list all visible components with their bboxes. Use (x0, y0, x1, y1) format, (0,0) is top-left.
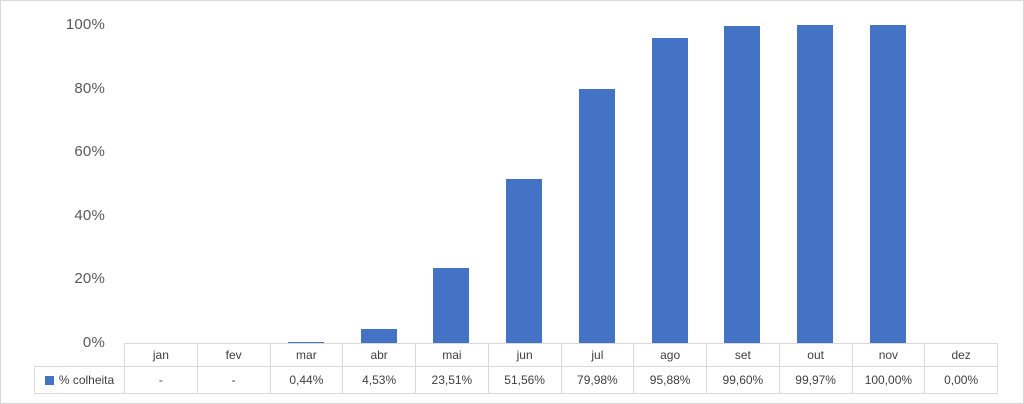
value-cell-fev: - (196, 366, 271, 394)
y-tick-label: 40% (74, 206, 105, 224)
value-cell-ago: 95,88% (633, 366, 707, 394)
bar-nov (869, 25, 906, 343)
y-tick-label: 20% (74, 270, 105, 288)
value-cell-set: 99,60% (706, 366, 780, 394)
value-cell-out: 99,97% (778, 366, 853, 394)
bar-mar (287, 341, 324, 343)
bar-slot-mar (270, 1, 343, 343)
value-cell-jan: - (124, 366, 198, 394)
bar-slot-jul (561, 1, 634, 343)
month-header-jun: jun (487, 343, 562, 367)
bar-ago (651, 38, 688, 343)
value-cell-jul: 79,98% (560, 366, 635, 394)
bar-mai (433, 268, 470, 343)
month-header-mai: mai (415, 343, 489, 367)
month-header-fev: fev (196, 343, 271, 367)
plot-area (124, 1, 997, 343)
month-header-nov: nov (851, 343, 926, 367)
month-header-mar: mar (269, 343, 344, 367)
y-tick-label: 80% (74, 79, 105, 97)
month-header-dez: dez (924, 343, 998, 367)
table-header-row: jan fev mar abr mai jun jul ago set out nov dez (35, 343, 998, 367)
month-header-jul: jul (560, 343, 635, 367)
bar-slot-jun (488, 1, 561, 343)
value-cell-mai: 23,51% (415, 366, 489, 394)
value-cell-abr: 4,53% (342, 366, 416, 394)
bar-slot-set (706, 1, 779, 343)
bar-slot-fev (197, 1, 270, 343)
bar-slot-mai (415, 1, 488, 343)
table-value-row: % colheita - -0,44% 4,53% 23,51% 51,56% 79,98… (34, 366, 998, 394)
month-header-abr: abr (342, 343, 416, 367)
bar-slot-out (779, 1, 852, 343)
month-header-set: set (706, 343, 780, 367)
series-color-swatch-icon (44, 376, 54, 385)
bar-slot-dez (924, 1, 997, 343)
bar-slot-ago (633, 1, 706, 343)
value-cell-nov: 100,00% (851, 366, 926, 394)
bar-slot-abr (342, 1, 415, 343)
legend-cell: % colheita (34, 366, 125, 394)
table-corner-cell (35, 344, 125, 367)
bar-jun (506, 179, 543, 343)
bar-abr (360, 328, 397, 343)
y-axis: 0% 20% 40% 60% 80% 100% (1, 1, 105, 403)
value-cell-dez: 0,00% (924, 366, 998, 394)
value-cell-jun: 51,56% (487, 366, 562, 394)
bar-slot-nov (852, 1, 925, 343)
data-table: jan fev mar abr mai jun jul ago set out nov dez % c… (34, 343, 998, 394)
bar-set (724, 26, 761, 343)
y-tick-label: 100% (65, 16, 105, 33)
bar-slot-jan (124, 1, 197, 343)
legend-label: % colheita (58, 373, 115, 387)
y-tick-label: 60% (74, 143, 105, 161)
value-cell-mar: 0,44% (269, 366, 344, 394)
month-header-ago: ago (633, 343, 707, 367)
bar-out (797, 25, 834, 343)
month-header-jan: jan (124, 343, 198, 367)
month-header-out: out (778, 343, 853, 367)
bar-jul (578, 88, 615, 343)
y-tick-label: 0% (82, 334, 105, 351)
